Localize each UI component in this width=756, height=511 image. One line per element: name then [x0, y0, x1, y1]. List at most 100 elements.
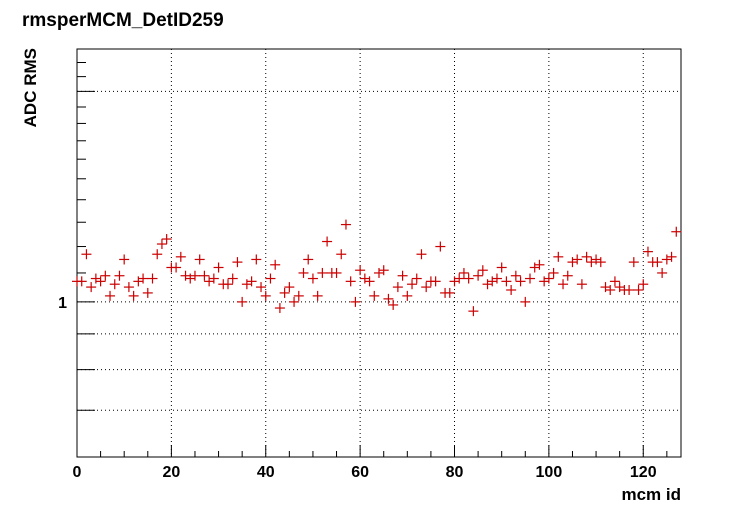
data-point	[501, 276, 512, 287]
data-point	[477, 265, 488, 276]
data-point	[572, 254, 583, 265]
data-point	[350, 296, 361, 307]
data-point	[633, 284, 644, 295]
data-point	[336, 249, 347, 260]
data-point	[562, 270, 573, 281]
chart-title: rmsperMCM_DetID259	[22, 10, 224, 31]
data-point	[86, 282, 97, 293]
data-point	[175, 251, 186, 262]
data-point	[657, 267, 668, 278]
data-point	[421, 282, 432, 293]
data-point	[105, 290, 116, 301]
data-point	[270, 259, 281, 270]
data-point	[322, 236, 333, 247]
data-point	[364, 276, 375, 287]
data-point	[355, 265, 366, 276]
data-point	[525, 273, 535, 284]
data-point	[581, 251, 592, 262]
y-tick-label: 1	[58, 295, 67, 312]
data-point	[138, 273, 149, 284]
data-point	[609, 276, 620, 287]
data-point	[213, 262, 224, 273]
data-point	[293, 290, 304, 301]
data-point	[298, 267, 309, 278]
data-point	[142, 287, 153, 298]
plot-frame	[76, 48, 682, 458]
data-point	[284, 282, 295, 293]
data-point	[100, 270, 111, 281]
data-point	[152, 249, 163, 260]
data-point	[95, 276, 106, 287]
data-point	[628, 257, 639, 268]
data-point	[605, 284, 616, 295]
data-point	[331, 267, 342, 278]
axis-ticks: 0 20 40 60 80 100 120 1	[58, 61, 668, 481]
data-point	[567, 257, 578, 268]
data-point	[274, 303, 285, 314]
data-point	[114, 270, 125, 281]
data-point	[491, 273, 502, 284]
data-point	[246, 276, 257, 287]
data-point	[345, 276, 356, 287]
data-point	[303, 254, 314, 265]
data-point	[515, 276, 526, 287]
data-point	[81, 249, 92, 260]
data-point	[123, 282, 134, 293]
data-point	[256, 282, 267, 293]
data-point	[666, 251, 677, 262]
data-point	[251, 254, 262, 265]
data-point	[591, 254, 602, 265]
data-point	[128, 290, 139, 301]
data-point	[189, 270, 200, 281]
data-point	[458, 267, 469, 278]
data-point	[161, 234, 172, 245]
data-point	[223, 279, 233, 290]
data-point	[496, 262, 507, 273]
data-point	[510, 270, 521, 281]
data-point	[543, 273, 554, 284]
data-point	[468, 306, 479, 317]
data-point	[194, 254, 205, 265]
x-tick-label: 80	[446, 464, 464, 481]
data-point	[576, 279, 587, 290]
data-point	[76, 276, 87, 287]
data-point	[119, 254, 130, 265]
data-point	[208, 273, 219, 284]
data-point	[307, 273, 318, 284]
data-point	[378, 265, 389, 276]
x-tick-label: 60	[351, 464, 369, 481]
y-axis-label: ADC RMS	[21, 48, 40, 127]
data-point	[595, 257, 606, 268]
data-point	[199, 270, 210, 281]
x-tick-label: 120	[630, 464, 657, 481]
data-point	[529, 262, 540, 273]
data-point	[411, 273, 422, 284]
data-point	[402, 290, 413, 301]
grid-lines	[77, 49, 681, 457]
data-point	[317, 267, 328, 278]
data-point	[147, 273, 158, 284]
x-tick-label: 20	[162, 464, 180, 481]
data-point	[624, 284, 635, 295]
data-point	[671, 226, 682, 237]
data-point	[661, 254, 672, 265]
data-point	[506, 284, 517, 295]
data-point	[407, 279, 418, 290]
data-point	[397, 270, 408, 281]
data-point	[520, 296, 531, 307]
data-series	[72, 219, 682, 317]
data-point	[237, 296, 248, 307]
data-point	[227, 273, 238, 284]
data-point	[534, 259, 545, 270]
data-point	[279, 287, 290, 298]
data-point	[260, 290, 271, 301]
data-point	[392, 282, 403, 293]
x-tick-label: 40	[257, 464, 275, 481]
x-axis-label: mcm id	[621, 485, 681, 504]
data-point	[369, 290, 380, 301]
data-point	[109, 279, 120, 290]
data-point	[435, 241, 446, 252]
data-point	[586, 257, 597, 268]
data-point	[454, 273, 465, 284]
